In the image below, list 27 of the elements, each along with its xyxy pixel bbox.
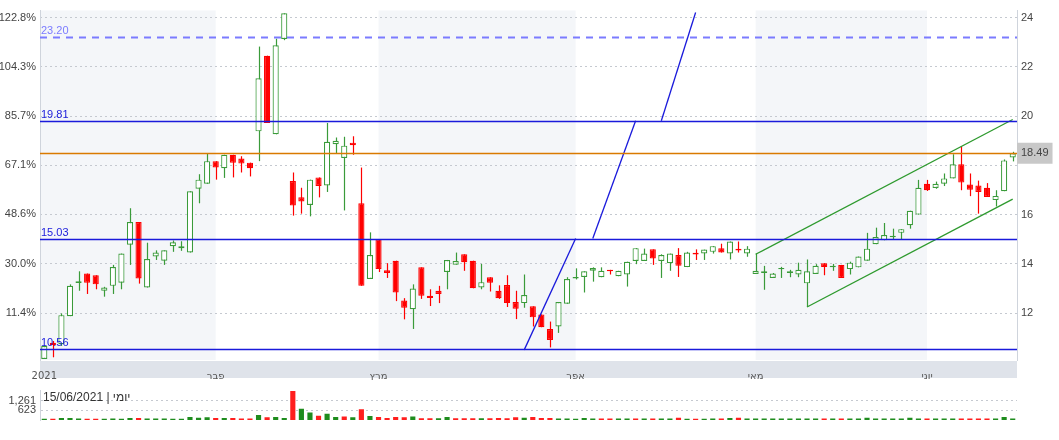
x-tick-label: 2021 — [31, 369, 58, 381]
x-tick-label: אפר — [566, 369, 585, 381]
x-tick-label: פבר — [206, 369, 225, 381]
ref-line-label: 23.20 — [41, 24, 69, 37]
y-tick-label: 14 — [1021, 256, 1034, 269]
y2-tick-label: 85.7% — [4, 109, 37, 121]
y-tick-label: 20 — [1021, 109, 1034, 122]
ref-line-label: 10.56 — [41, 336, 69, 349]
y-tick-label: 1,261 — [8, 393, 36, 406]
x-tick-label: מאי — [747, 369, 764, 381]
ref-line-label: 15.03 — [41, 226, 69, 239]
y2-tick-label: 11.4% — [5, 306, 37, 319]
y-tick-label: 22 — [1021, 59, 1034, 72]
y2-tick-label: 30.0% — [4, 256, 37, 269]
chart-title: 15/06/2021 | יומי — [43, 389, 131, 404]
y2-tick-label: 67.1% — [4, 158, 37, 171]
y2-tick-label: 122.8% — [0, 10, 37, 23]
y2-tick-label: 48.6% — [4, 207, 37, 220]
ref-line-label: 19.81 — [41, 108, 69, 121]
y-tick-label: 18.49 — [1021, 146, 1049, 159]
y-tick-label: 16 — [1021, 207, 1034, 220]
y-tick-label: 24 — [1021, 10, 1034, 23]
y2-tick-label: 104.3% — [0, 59, 37, 72]
y-tick-label: 623 — [17, 403, 36, 416]
x-tick-label: מרץ — [369, 369, 388, 381]
x-tick-label: יוני — [921, 369, 933, 381]
y-tick-label: 12 — [1021, 306, 1034, 319]
